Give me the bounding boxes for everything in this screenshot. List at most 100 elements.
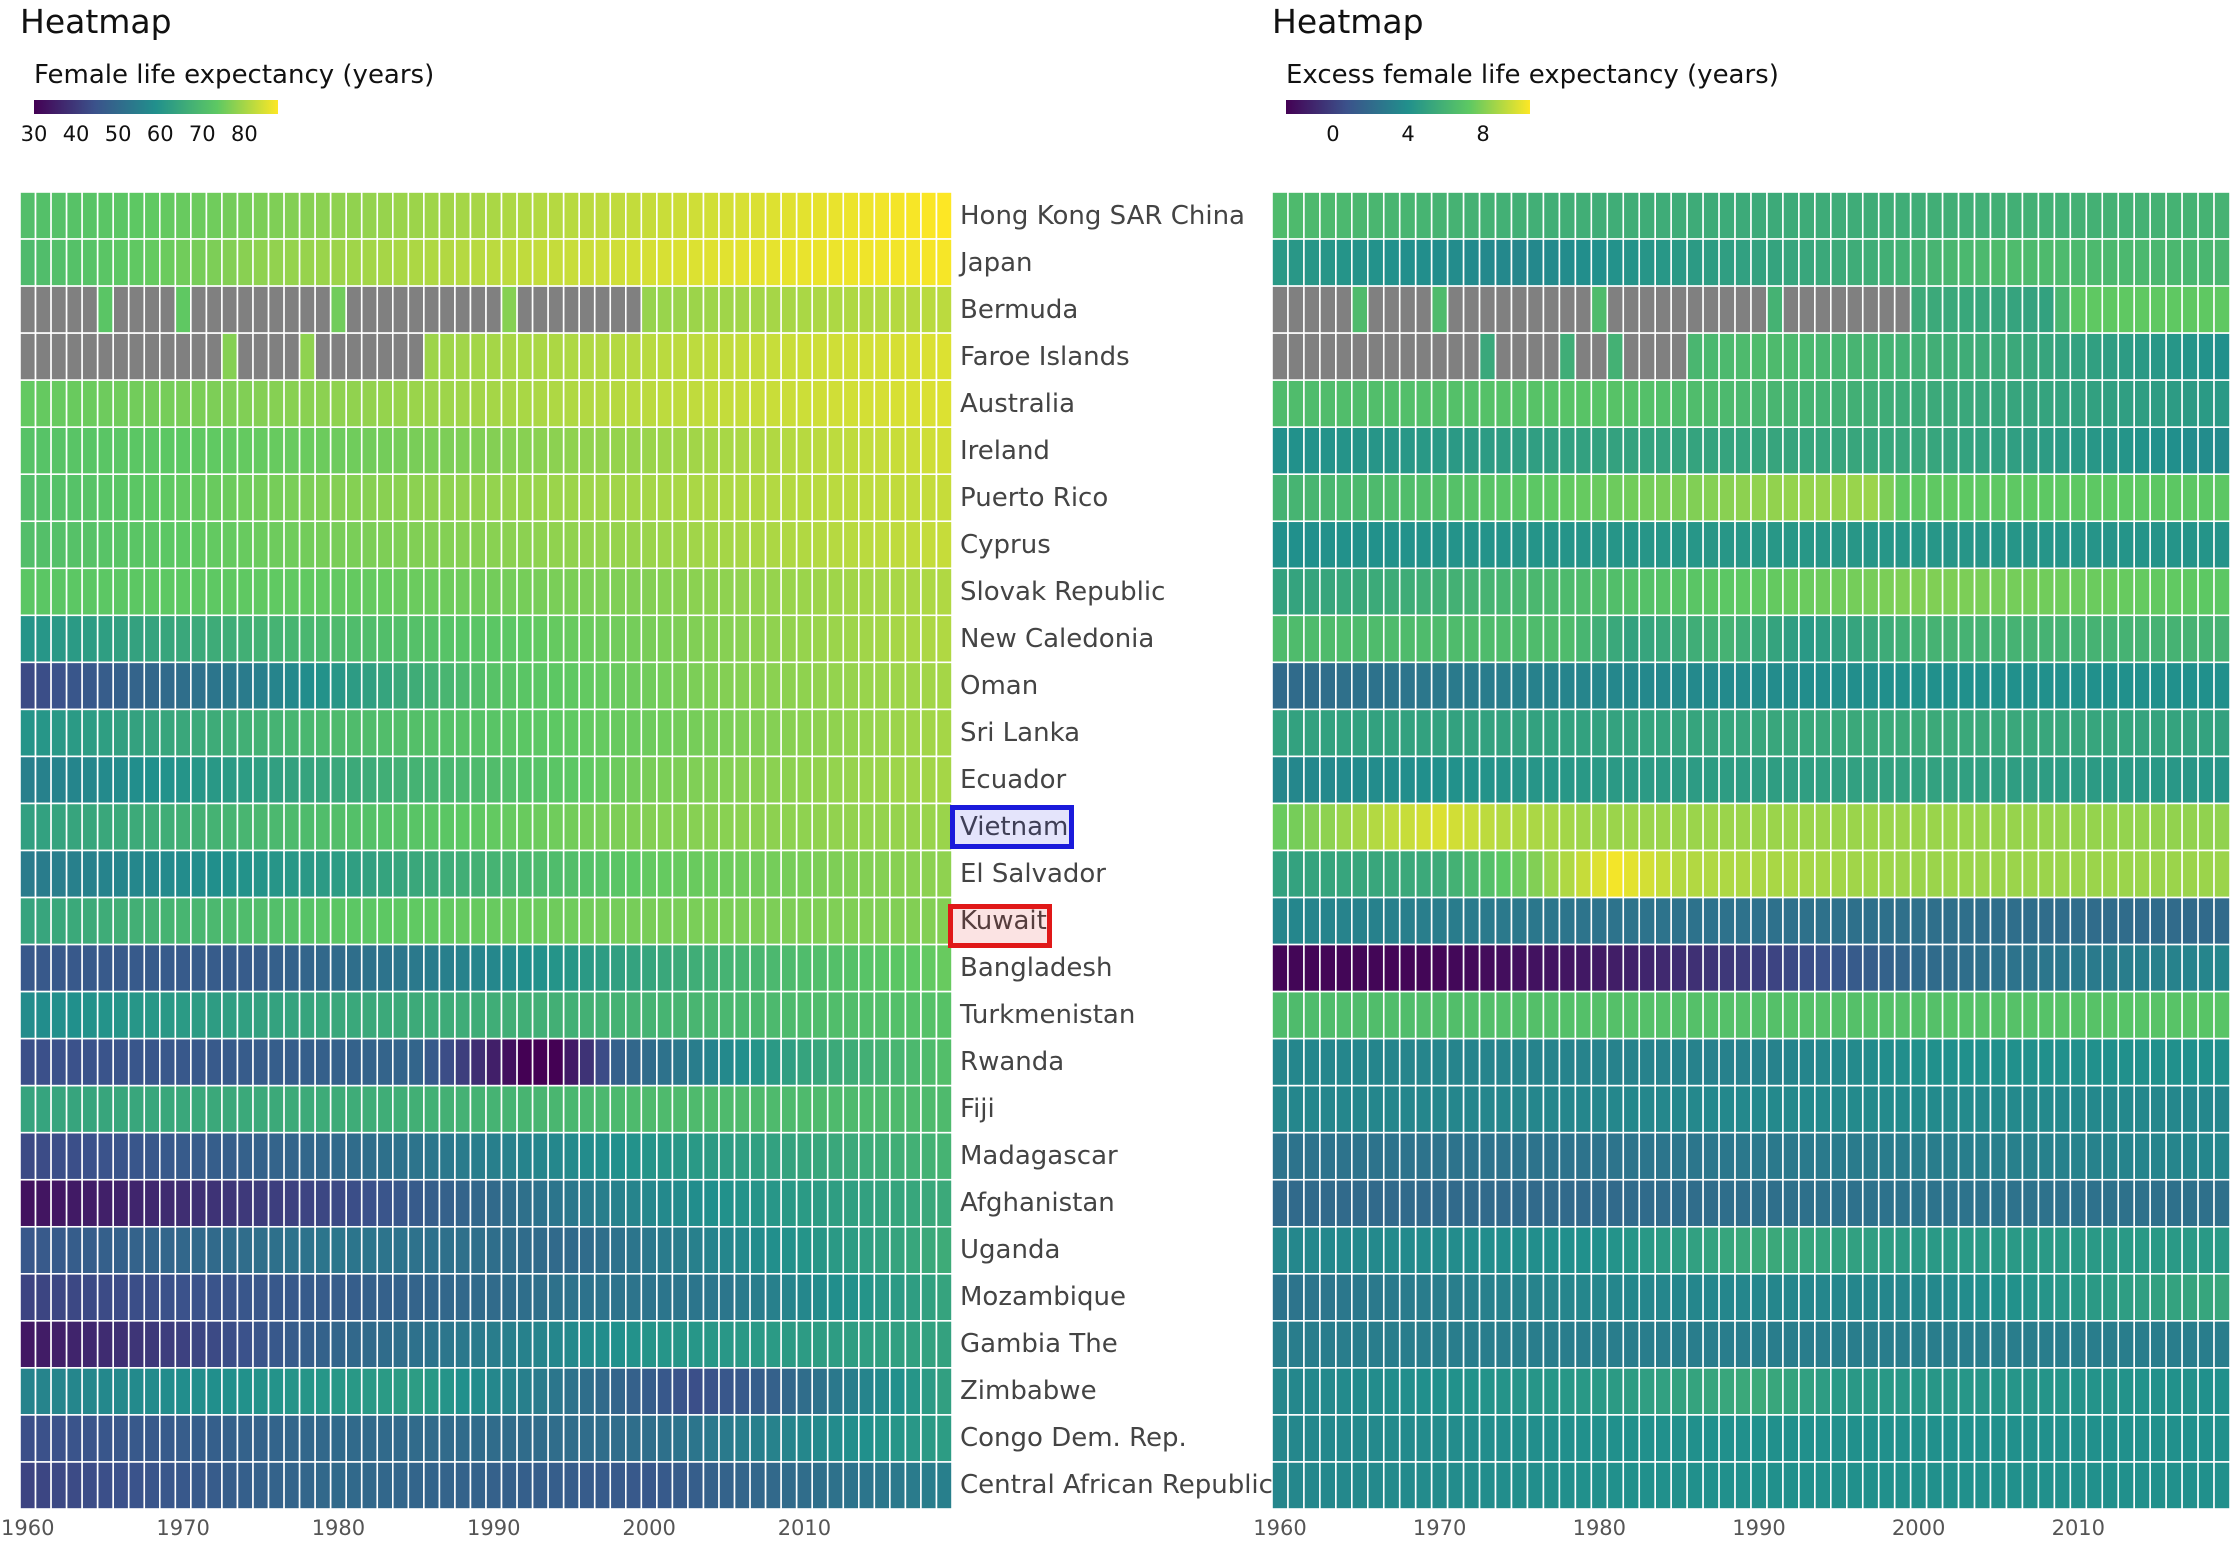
heat-cell-mozambique-1960 — [20, 1273, 37, 1322]
heat-cell-japan-2000 — [640, 238, 658, 287]
heat-cell-oman-2010 — [795, 661, 813, 711]
heat-cell-zimbabwe-1977 — [283, 1367, 301, 1416]
heat-cell-puerto-rico-1998 — [1877, 473, 1896, 523]
heat-cell-madagascar-1990 — [1750, 1131, 1768, 1181]
heat-cell-puerto-rico-2001 — [1925, 473, 1944, 523]
heat-cell-ecuador-1977 — [1542, 755, 1561, 805]
heat-cell-japan-2011 — [2085, 238, 2104, 287]
heat-cell-madagascar-1974 — [236, 1131, 254, 1181]
heat-cell-turkmenistan-1997 — [593, 990, 612, 1040]
heat-cell-new-caledonia-2012 — [2101, 614, 2120, 664]
heat-cell-congo-dem-rep-1965 — [1351, 1414, 1369, 1463]
heat-cell-kuwait-2002 — [671, 896, 689, 946]
heat-cell-ireland-1998 — [1877, 426, 1896, 476]
heat-cell-afghanistan-1974 — [1494, 1178, 1513, 1228]
heat-cell-madagascar-1993 — [531, 1131, 549, 1181]
heat-cell-ireland-1960 — [1272, 426, 1289, 476]
heat-cell-australia-2014 — [857, 379, 876, 428]
heat-cell-new-caledonia-2019 — [935, 614, 952, 664]
heat-cell-oman-1995 — [1830, 661, 1848, 711]
heat-cell-cyprus-2002 — [1941, 520, 1960, 570]
heat-cell-uganda-1968 — [143, 1225, 161, 1275]
heat-cell-mozambique-1985 — [407, 1273, 425, 1322]
heat-cell-puerto-rico-1962 — [1303, 473, 1321, 523]
heat-cell-australia-2016 — [2165, 379, 2183, 428]
heat-cell-sri-lanka-1997 — [593, 708, 612, 758]
heat-cell-sri-lanka-1970 — [1430, 708, 1449, 758]
heat-cell-gambia-the-1970 — [174, 1320, 192, 1369]
heat-cell-bermuda-1979 — [1574, 285, 1593, 334]
heat-cell-el-salvador-1984 — [391, 849, 410, 899]
heat-cell-madagascar-1969 — [159, 1131, 177, 1181]
heat-cell-japan-1984 — [391, 238, 410, 287]
heat-cell-bermuda-1999 — [624, 285, 643, 334]
heat-cell-sri-lanka-2017 — [2181, 708, 2199, 758]
heat-cell-faroe-islands-2019 — [935, 332, 952, 381]
heat-cell-japan-2001 — [656, 238, 674, 287]
heat-cell-central-african-republic-2016 — [2165, 1461, 2183, 1509]
heat-cell-cyprus-2006 — [2005, 520, 2024, 570]
heat-cell-bangladesh-1996 — [578, 943, 596, 993]
heat-cell-oman-2013 — [842, 661, 860, 711]
heat-cell-new-caledonia-1963 — [65, 614, 83, 664]
heat-cell-faroe-islands-1979 — [1574, 332, 1593, 381]
heat-cell-australia-1987 — [438, 379, 456, 428]
heat-cell-cyprus-1978 — [298, 520, 316, 570]
heat-cell-kuwait-2015 — [2149, 896, 2167, 946]
heat-cell-el-salvador-1970 — [1430, 849, 1449, 899]
heat-cell-australia-2005 — [718, 379, 736, 428]
heat-cell-afghanistan-1993 — [1798, 1178, 1816, 1228]
heat-cell-central-african-republic-1994 — [547, 1461, 565, 1509]
heat-cell-el-salvador-2005 — [1989, 849, 2008, 899]
heat-cell-madagascar-2011 — [811, 1131, 829, 1181]
heat-cell-afghanistan-1990 — [1750, 1178, 1768, 1228]
heat-cell-zimbabwe-1989 — [469, 1367, 487, 1416]
heat-cell-bangladesh-2006 — [2005, 943, 2024, 993]
heat-cell-mozambique-1989 — [469, 1273, 487, 1322]
heat-cell-faroe-islands-1980 — [329, 332, 348, 381]
heat-cell-new-caledonia-2007 — [2021, 614, 2040, 664]
heat-cell-bermuda-1998 — [1877, 285, 1896, 334]
heat-cell-slovak-republic-1964 — [81, 567, 99, 617]
heat-cell-el-salvador-1985 — [1670, 849, 1688, 899]
heat-cell-zimbabwe-1996 — [1845, 1367, 1864, 1416]
heat-cell-faroe-islands-2013 — [842, 332, 860, 381]
heat-cell-slovak-republic-1971 — [1446, 567, 1465, 617]
heat-cell-sri-lanka-2003 — [687, 708, 705, 758]
heat-cell-el-salvador-1971 — [1446, 849, 1465, 899]
heat-cell-gambia-the-1969 — [1414, 1320, 1433, 1369]
country-label-ecuador: Ecuador — [960, 764, 1067, 795]
heat-cell-congo-dem-rep-1993 — [531, 1414, 549, 1463]
heat-cell-central-african-republic-1970 — [1430, 1461, 1449, 1509]
heat-cell-bermuda-1993 — [531, 285, 549, 334]
heat-cell-cyprus-2011 — [2085, 520, 2104, 570]
heat-cell-ireland-2015 — [873, 426, 891, 476]
heat-cell-cyprus-1999 — [624, 520, 643, 570]
heat-cell-zimbabwe-1976 — [267, 1367, 285, 1416]
heat-cell-faroe-islands-1990 — [485, 332, 503, 381]
heat-cell-japan-1965 — [1351, 238, 1369, 287]
heat-cell-hong-kong-sar-china-1984 — [391, 192, 410, 240]
heat-cell-oman-2001 — [1925, 661, 1944, 711]
heat-cell-bangladesh-1978 — [1558, 943, 1577, 993]
heat-cell-el-salvador-1979 — [314, 849, 332, 899]
heat-cell-mozambique-1961 — [34, 1273, 52, 1322]
heat-cell-japan-1982 — [1622, 238, 1641, 287]
heat-cell-zimbabwe-2017 — [2181, 1367, 2199, 1416]
heat-cell-kuwait-1967 — [1382, 896, 1401, 946]
heat-cell-el-salvador-2011 — [811, 849, 829, 899]
heat-cell-rwanda-1987 — [1702, 1037, 1720, 1087]
heat-cell-puerto-rico-1965 — [1351, 473, 1369, 523]
heat-cell-kuwait-1997 — [1861, 896, 1880, 946]
heat-cell-bermuda-1992 — [516, 285, 534, 334]
heat-cell-afghanistan-1977 — [283, 1178, 301, 1228]
heat-cell-kuwait-1986 — [1686, 896, 1704, 946]
heat-cell-ireland-1979 — [1574, 426, 1593, 476]
heat-cell-gambia-the-1962 — [50, 1320, 68, 1369]
heat-cell-rwanda-2019 — [2213, 1037, 2230, 1087]
heat-cell-puerto-rico-1961 — [1287, 473, 1305, 523]
heat-cell-afghanistan-1996 — [1845, 1178, 1864, 1228]
heat-cell-turkmenistan-1977 — [1542, 990, 1561, 1040]
heat-cell-madagascar-1978 — [1558, 1131, 1577, 1181]
heat-cell-central-african-republic-2008 — [2037, 1461, 2056, 1509]
